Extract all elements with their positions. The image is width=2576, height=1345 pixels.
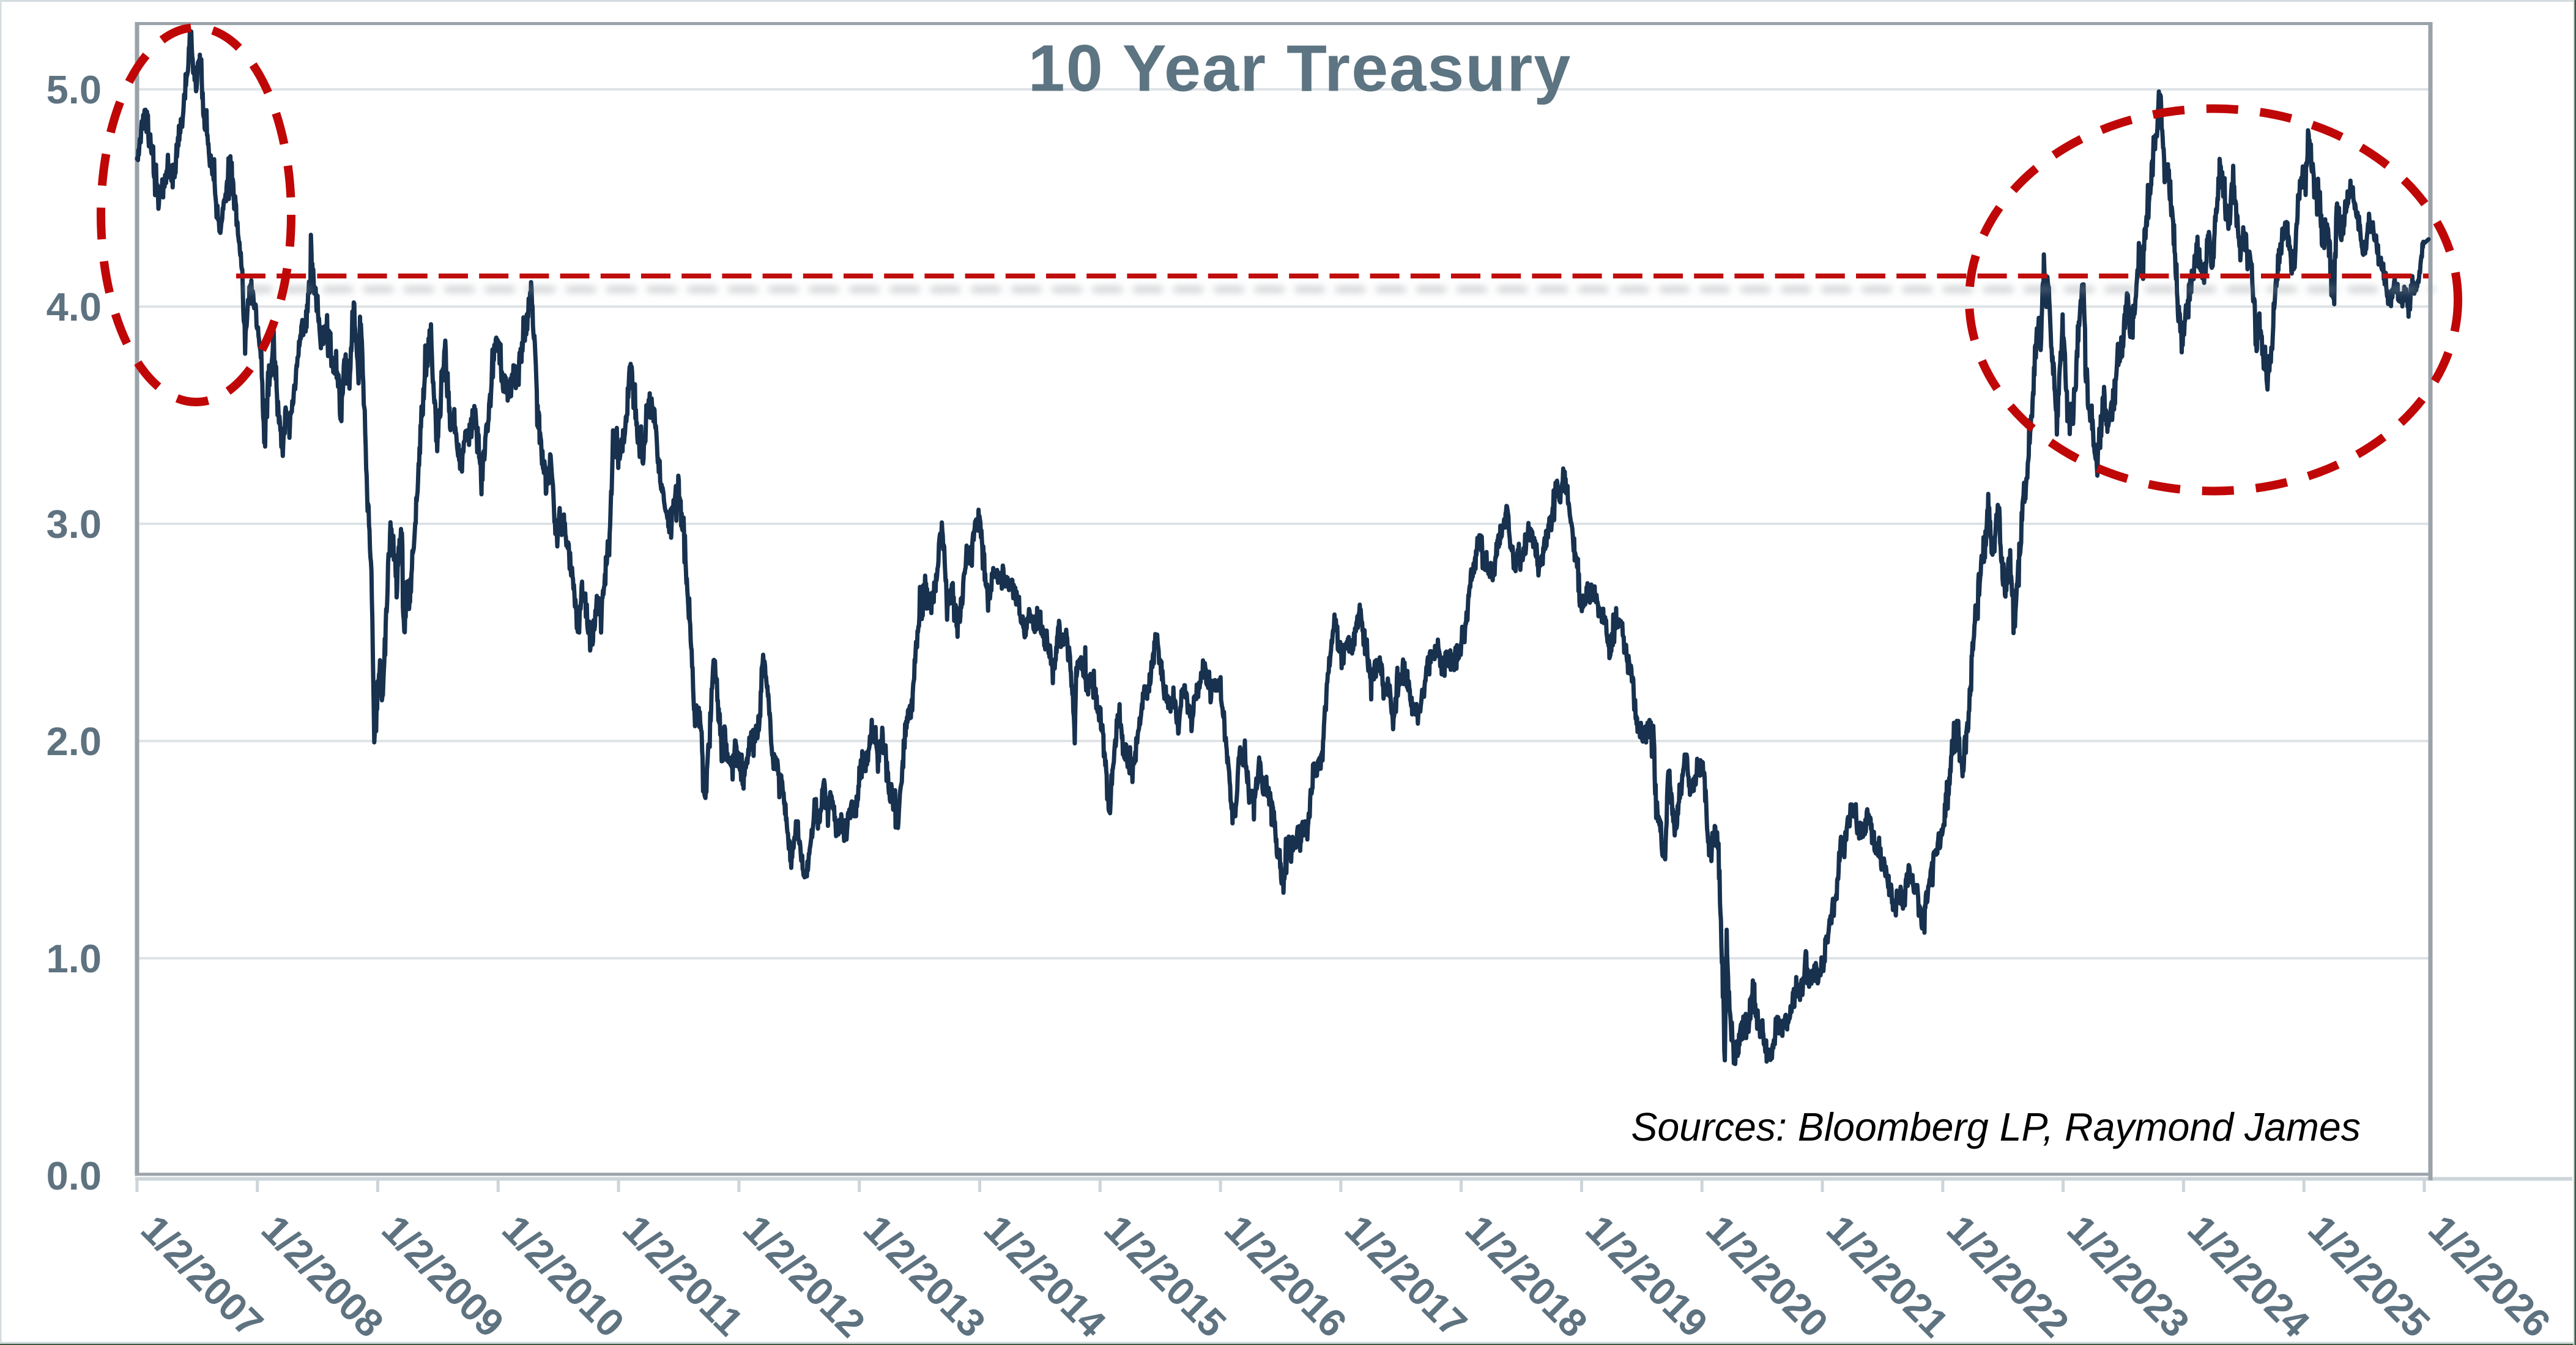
svg-text:4.0: 4.0	[46, 285, 102, 329]
svg-text:Sources: Bloomberg LP, Raymond: Sources: Bloomberg LP, Raymond James	[1631, 1105, 2361, 1149]
svg-text:3.0: 3.0	[46, 502, 102, 546]
svg-text:5.0: 5.0	[46, 67, 102, 112]
svg-text:1.0: 1.0	[46, 936, 102, 981]
svg-text:0.0: 0.0	[46, 1153, 102, 1198]
svg-text:2.0: 2.0	[46, 719, 102, 764]
svg-text:10 Year Treasury: 10 Year Treasury	[1028, 31, 1572, 105]
